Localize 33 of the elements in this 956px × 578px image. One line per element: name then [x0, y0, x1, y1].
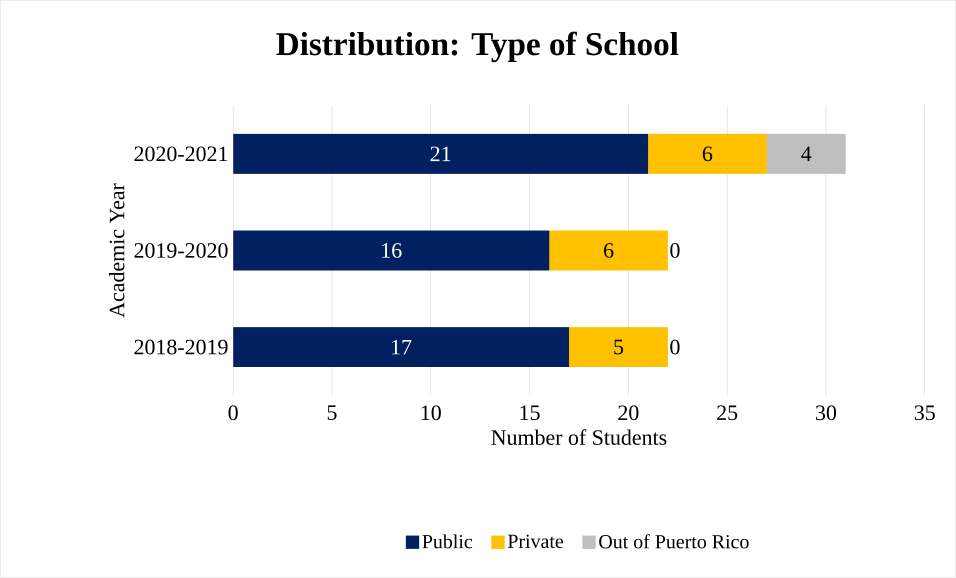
data-label: 17: [392, 340, 412, 355]
x-tick-label: 20: [618, 406, 638, 420]
x-axis-title: Number of Students: [491, 430, 666, 446]
y-tick-label: 2020-2021: [134, 146, 228, 162]
y-tick-label: 2018-2019: [134, 340, 228, 355]
chart-title: Distribution: Type of School: [276, 32, 678, 62]
x-tick-label: 0: [228, 406, 238, 420]
bar: [233, 134, 648, 174]
legend-label: Public: [422, 534, 472, 549]
data-label: 4: [801, 146, 812, 162]
data-label: 0: [670, 340, 680, 355]
bar: [549, 230, 668, 271]
data-label: 16: [382, 243, 402, 258]
data-label: 0: [670, 243, 680, 258]
bar: [233, 327, 570, 368]
legend-label: Private: [508, 534, 564, 548]
data-label: 5: [614, 340, 624, 355]
bar: [648, 134, 767, 174]
x-tick-label: 25: [717, 406, 738, 420]
y-axis-title: Academic Year: [109, 184, 124, 318]
bar: [569, 327, 668, 368]
x-tick-label: 15: [520, 406, 540, 420]
bar: [766, 134, 846, 174]
x-tick-label: 35: [914, 406, 935, 420]
y-tick-label: 2019-2020: [134, 243, 228, 258]
x-tick-label: 5: [328, 406, 337, 420]
data-label: 21: [430, 146, 450, 162]
x-tick-label: 10: [422, 406, 441, 420]
x-tick-label: 30: [816, 406, 836, 420]
bar: [233, 230, 550, 271]
data-label: 6: [702, 146, 712, 162]
data-label: 6: [604, 243, 614, 258]
legend-label: Out of Puerto Rico: [599, 534, 749, 549]
